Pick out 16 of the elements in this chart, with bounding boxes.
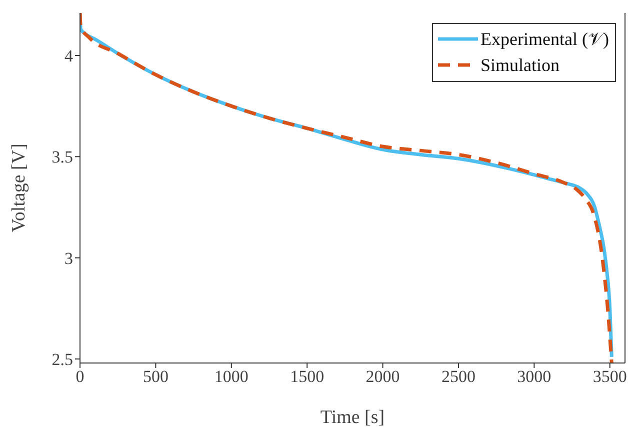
y-axis-title: Voltage [V]	[8, 144, 30, 232]
y-tick-label: 3	[64, 248, 73, 268]
y-tick-label: 2.5	[52, 350, 73, 369]
x-tick-label: 0	[76, 367, 84, 386]
x-tick-label: 2000	[366, 367, 400, 386]
legend-label: Simulation	[480, 54, 560, 77]
x-axis-title: Time [s]	[320, 407, 385, 427]
y-tick-label: 3.5	[52, 148, 73, 167]
x-tick-label: 2500	[441, 367, 476, 386]
x-tick-label: 1500	[290, 367, 324, 386]
x-tick-label: 3000	[517, 367, 552, 386]
x-tick-label: 1000	[214, 367, 248, 386]
x-tick-label: 500	[142, 367, 168, 386]
x-tick-label: 3500	[592, 367, 627, 386]
y-tick-label: 4	[64, 46, 74, 66]
legend-label: Experimental (𝒱)	[480, 28, 609, 51]
